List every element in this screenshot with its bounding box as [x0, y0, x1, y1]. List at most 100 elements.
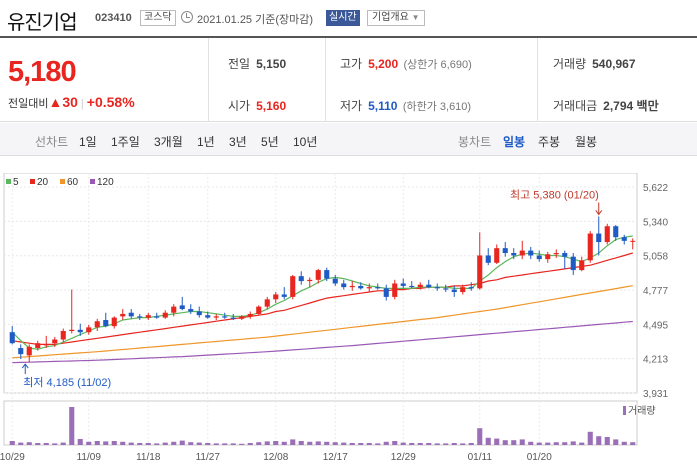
volume-bar [494, 438, 500, 445]
candle-body [460, 287, 466, 293]
prev-value: 5,150 [256, 57, 287, 71]
volume-bar [451, 443, 457, 445]
volume-bar [349, 443, 355, 445]
legend-label: 60 [67, 177, 79, 188]
realtime-button[interactable]: 실시간 [326, 10, 360, 26]
volume-bar [162, 442, 168, 445]
candle-body [18, 348, 24, 355]
candle-body [281, 294, 287, 297]
open-price: 시가 5,160 [228, 97, 286, 114]
period-1w[interactable]: 1주일 [111, 135, 140, 149]
volume-bar [528, 441, 534, 445]
volume-bar [230, 443, 236, 445]
stock-header: 유진기업 023410 코스닥 2021.01.25 기준(장마감) 실시간 기… [0, 0, 697, 36]
lower-limit: (하한가 3,610) [402, 101, 472, 113]
volume-bar [519, 439, 525, 445]
candle-body [239, 316, 245, 319]
candle-body [358, 285, 364, 289]
candle-body [162, 312, 168, 318]
candle-body [409, 285, 415, 288]
volume-bar [298, 441, 304, 445]
volume-bar [60, 442, 66, 445]
x-tick-label: 01/11 [468, 452, 493, 463]
max-price-annotation: 최고 5,380 (01/20) [510, 188, 599, 201]
candle-body [451, 289, 457, 293]
y-tick-label: 5,058 [643, 252, 668, 263]
prev-close: 전일 5,150 [228, 55, 286, 72]
legend-label: 5 [13, 177, 19, 188]
candle-weekly[interactable]: 주봉 [538, 135, 561, 149]
period-3y[interactable]: 3년 [229, 135, 247, 149]
min-arrow-head [21, 363, 29, 369]
volume-bar [443, 443, 449, 445]
volume-bar [485, 437, 491, 445]
candle-body [230, 317, 236, 319]
volume-bar [477, 428, 483, 445]
trade-amount: 거래대금 2,794 백만 [553, 97, 659, 114]
volume-legend-swatch [623, 406, 626, 415]
change-amount: 30 [62, 94, 78, 110]
candle-body [247, 313, 253, 317]
volume-bar [222, 443, 228, 445]
candle-daily[interactable]: 일봉 [503, 135, 526, 149]
candle-body [256, 306, 262, 314]
candle-body [332, 278, 338, 284]
volume-bar [196, 442, 202, 445]
volume-bar [179, 440, 185, 445]
volume-bar [383, 441, 389, 445]
volume-bar [332, 442, 338, 445]
candle-body [264, 299, 270, 307]
volume-bar [94, 441, 100, 445]
amount-label: 거래대금 [553, 99, 598, 113]
volume-bar [137, 443, 143, 445]
x-tick-label: 11/27 [196, 452, 221, 463]
x-tick-label: 01/20 [527, 452, 552, 463]
volume-bar [239, 443, 245, 445]
candle-body [307, 279, 313, 282]
volume-bar [341, 442, 347, 445]
candle-body [103, 320, 109, 327]
period-1y[interactable]: 1년 [197, 135, 215, 149]
x-tick-label: 11/18 [136, 452, 161, 463]
candle-body [298, 276, 304, 282]
y-tick-label: 4,495 [643, 320, 668, 331]
volume-bar [52, 443, 58, 445]
candle-chart-label: 봉차트 [458, 135, 492, 149]
candle-body [570, 256, 576, 271]
volume-bar [621, 441, 627, 445]
candle-body [290, 276, 296, 297]
candle-body [324, 270, 330, 279]
candle-body [511, 253, 517, 256]
volume-bar [613, 439, 619, 445]
candle-body [621, 237, 627, 241]
candle-body [630, 240, 636, 242]
period-10y[interactable]: 10년 [293, 135, 318, 149]
candle-body [341, 283, 347, 288]
candle-body [196, 311, 202, 316]
company-info-label: 기업개요 [372, 12, 409, 23]
volume-bar [553, 442, 559, 445]
price-chart: 5,622 5,340 5,058 4,777 4,495 4,213 3,931 10/29… [0, 173, 668, 463]
volume-bar [35, 443, 41, 445]
candle-body [43, 344, 49, 346]
x-tick-label: 12/17 [323, 452, 348, 463]
max-arrow-head [595, 210, 603, 216]
period-3m[interactable]: 3개월 [154, 135, 183, 149]
volume-bar [630, 442, 636, 445]
high-label: 고가 [340, 57, 363, 71]
company-info-dropdown[interactable]: 기업개요 ▼ [367, 10, 425, 26]
candle-body [494, 248, 500, 263]
legend-swatch [30, 179, 35, 184]
low-price: 저가 5,110 (하한가 3,610) [340, 97, 471, 114]
amount-value: 2,794 백만 [603, 99, 659, 113]
candle-monthly[interactable]: 월봉 [575, 135, 598, 149]
company-name: 유진기업 [7, 10, 78, 34]
candle-body [213, 316, 219, 318]
period-5y[interactable]: 5년 [261, 135, 279, 149]
period-1d[interactable]: 1일 [79, 135, 97, 149]
volume-bar [290, 439, 296, 445]
divider [537, 38, 538, 122]
candle-body [400, 283, 406, 286]
candle-body [536, 255, 542, 260]
volume-bar [43, 443, 49, 445]
